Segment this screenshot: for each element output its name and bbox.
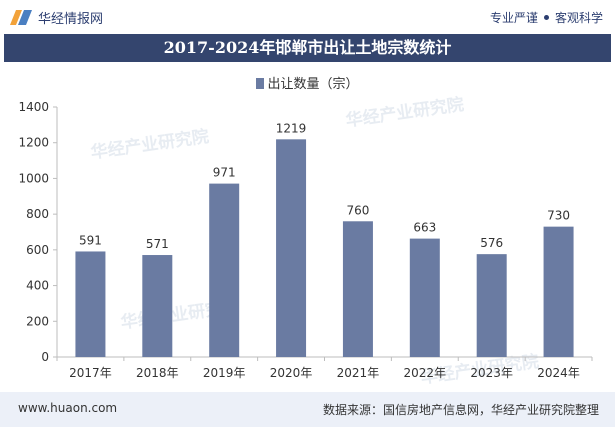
slogan-right: 客观科学 — [554, 11, 603, 25]
y-tick-label: 200 — [26, 314, 49, 328]
y-tick-label: 1400 — [18, 100, 49, 114]
slogan-left: 专业严谨 — [489, 11, 538, 25]
x-tick-label: 2018年 — [136, 366, 179, 380]
data-label: 663 — [413, 221, 436, 235]
brand: 华经情报网 — [10, 8, 103, 27]
data-label: 571 — [146, 237, 169, 251]
bar — [476, 254, 507, 357]
y-tick-label: 600 — [26, 243, 49, 257]
data-label: 760 — [346, 203, 369, 217]
footer: www.huaon.com 数据来源：国信房地产信息网，华经产业研究院整理 — [0, 392, 615, 427]
bar — [209, 183, 240, 357]
footer-source: 数据来源：国信房地产信息网，华经产业研究院整理 — [322, 403, 599, 417]
data-label: 591 — [79, 233, 102, 247]
y-tick-label: 800 — [26, 207, 49, 221]
bar — [342, 221, 373, 357]
bar — [543, 226, 574, 357]
bar — [142, 255, 173, 357]
slogan: 专业严谨 客观科学 — [490, 9, 603, 26]
chart-legend: 出让数量（宗） — [0, 73, 615, 92]
bar — [276, 139, 307, 357]
x-tick-label: 2023年 — [470, 366, 513, 380]
legend-swatch — [256, 78, 265, 89]
y-tick-label: 0 — [41, 350, 49, 364]
logo-icon — [10, 10, 32, 25]
data-label: 730 — [547, 209, 570, 223]
slogan-dot-icon — [543, 15, 549, 20]
bar — [409, 238, 440, 357]
data-label: 576 — [480, 236, 503, 250]
legend-label: 出让数量（宗） — [267, 77, 359, 92]
x-tick-label: 2024年 — [537, 366, 580, 380]
y-tick-label: 1200 — [18, 136, 49, 150]
y-tick-label: 400 — [26, 279, 49, 293]
y-tick-label: 1000 — [18, 171, 49, 185]
x-tick-label: 2019年 — [203, 366, 246, 380]
data-label: 971 — [213, 166, 236, 180]
footer-site: www.huaon.com — [18, 401, 118, 415]
chart-title: 2017-2024年邯郸市出让土地宗数统计 — [4, 34, 611, 62]
data-label: 1219 — [276, 121, 307, 135]
bar-chart: 0 200 400 600 800 1000 1200 1400 591 2017年 571 2018… — [18, 100, 593, 380]
x-tick-label: 2020年 — [270, 366, 313, 380]
bar — [75, 251, 106, 357]
brand-name: 华经情报网 — [38, 12, 104, 27]
top-bar: 华经情报网 专业严谨 客观科学 — [0, 0, 615, 33]
x-tick-label: 2022年 — [404, 366, 447, 380]
x-tick-label: 2017年 — [69, 366, 112, 380]
x-tick-label: 2021年 — [337, 366, 380, 380]
